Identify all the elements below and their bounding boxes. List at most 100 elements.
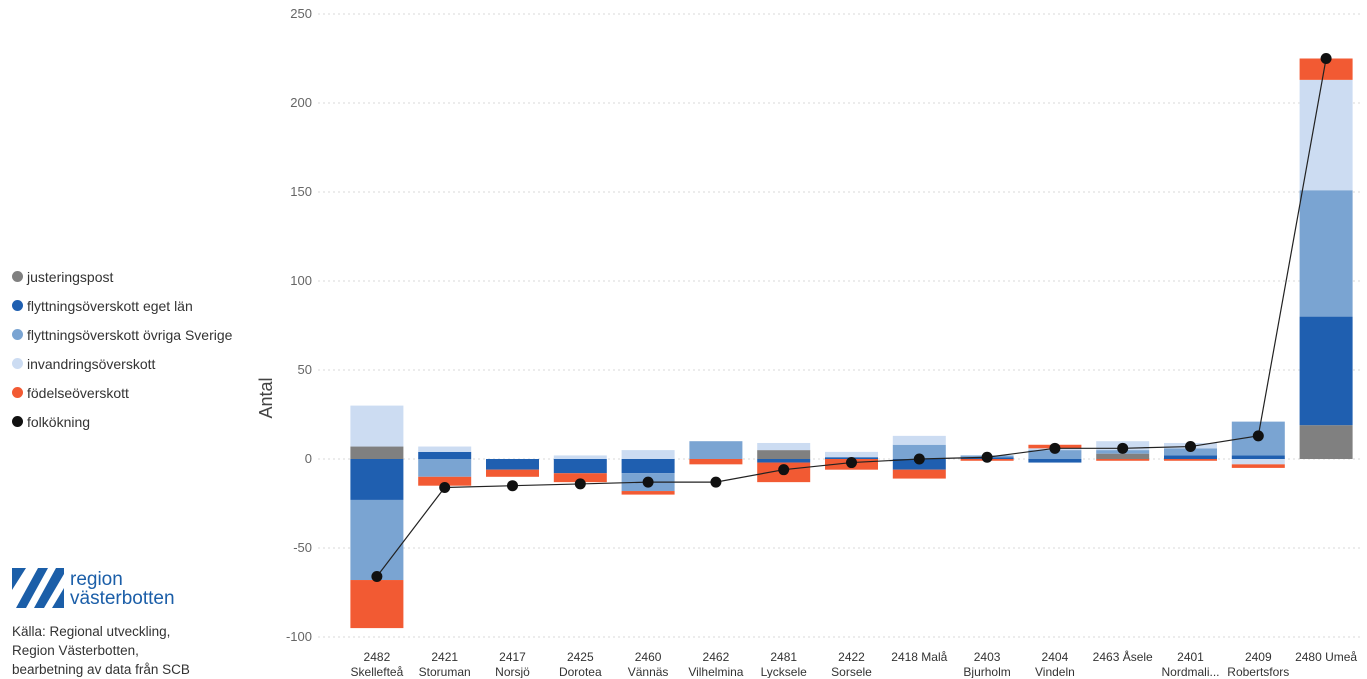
x-tick-label: 2409: [1245, 650, 1272, 664]
bar-segment: [418, 451, 472, 459]
bar-segment: [621, 491, 675, 495]
x-tick-label: 2481: [770, 650, 797, 664]
legend-item: födelseöverskott: [12, 378, 262, 407]
bar-segment: [350, 405, 404, 447]
x-tick-label: Skellefteå: [351, 665, 404, 678]
folkokning-point: [913, 453, 925, 465]
x-tick-label: Robertsfors: [1227, 665, 1289, 678]
folkokning-point: [439, 481, 451, 493]
legend-item: flyttningsöverskott övriga Sverige: [12, 320, 262, 349]
bar-segment: [892, 435, 946, 445]
legend-label: flyttningsöverskott eget län: [27, 297, 193, 314]
source-line: bearbetning av data från SCB: [12, 662, 190, 677]
y-tick-label: -100: [286, 629, 312, 644]
legend-item: invandringsöverskott: [12, 349, 262, 378]
folkokning-point: [710, 476, 722, 488]
x-tick-label: Lycksele: [761, 665, 808, 678]
bar-segment: [689, 441, 743, 459]
x-tick-label: Vilhelmina: [688, 665, 743, 678]
x-tick-label: 2463 Åsele: [1093, 649, 1153, 664]
folkokning-point: [778, 464, 790, 476]
x-tick-label: Norsjö: [495, 665, 530, 678]
folkokning-point: [846, 457, 857, 469]
bar-segment: [1231, 464, 1285, 468]
folkokning-point: [642, 476, 654, 488]
x-tick-label: 2480 Umeå: [1295, 650, 1357, 664]
bar-segment: [1299, 190, 1353, 317]
x-tick-label: Storuman: [419, 665, 471, 678]
legend-swatch: [12, 358, 23, 369]
bar-segment: [418, 459, 472, 477]
bar-segment: [1164, 455, 1217, 459]
bar-segment: [553, 473, 607, 483]
x-tick-label: 2404: [1042, 650, 1069, 664]
legend-swatch: [12, 416, 23, 427]
bar-segment: [757, 442, 811, 451]
folkokning-point: [574, 478, 586, 490]
bar-segment: [1028, 459, 1082, 463]
logo-text-line: västerbotten: [70, 588, 175, 609]
bar-segment: [350, 499, 404, 581]
y-tick-label: 50: [298, 362, 312, 377]
legend-item: justeringspost: [12, 262, 262, 291]
bar-segment: [1028, 450, 1082, 459]
x-tick-label: 2418 Malå: [891, 650, 947, 664]
bar-segment: [486, 469, 539, 477]
bar-segment: [1299, 425, 1353, 459]
legend-label: folkökning: [27, 413, 91, 430]
bar-segment: [757, 459, 811, 463]
x-tick-label: 2422: [838, 650, 865, 664]
legend-label: justeringspost: [27, 268, 114, 285]
x-tick-label: 2421: [431, 650, 458, 664]
y-tick-label: 0: [305, 451, 312, 466]
x-tick-label: Dorotea: [559, 665, 602, 678]
x-tick-label: 2401: [1177, 650, 1204, 664]
bar-segment: [689, 459, 743, 465]
x-tick-label: Vännäs: [628, 665, 669, 678]
region-vasterbotten-logo: region västerbotten: [12, 568, 212, 612]
y-axis-label: Antal: [256, 377, 276, 418]
folkokning-point: [1252, 430, 1264, 442]
bar-segment: [1096, 459, 1150, 461]
legend-label: invandringsöverskott: [27, 355, 156, 372]
x-tick-label: 2482: [364, 650, 391, 664]
y-tick-label: 250: [290, 6, 312, 21]
bar-segment: [1299, 316, 1353, 426]
bar-segment: [621, 450, 675, 459]
y-tick-label: 100: [290, 273, 312, 288]
x-tick-label: 2417: [499, 650, 526, 664]
logo-text-line: region: [70, 569, 123, 590]
legend-swatch: [12, 387, 23, 398]
y-tick-label: 150: [290, 184, 312, 199]
legend-swatch: [12, 329, 23, 340]
legend-label: flyttningsöverskott övriga Sverige: [27, 326, 233, 343]
x-tick-label: 2425: [567, 650, 594, 664]
folkokning-point: [1117, 442, 1129, 454]
folkokning-point: [1320, 53, 1332, 64]
y-tick-label: -50: [293, 540, 312, 555]
folkokning-point: [981, 451, 993, 463]
folkokning-point: [1185, 441, 1196, 453]
bar-segment: [1231, 455, 1285, 459]
bar-segment: [1096, 453, 1150, 459]
bar-segment: [418, 476, 472, 486]
source-line: Region Västerbotten,: [12, 643, 139, 658]
bar-segment: [1231, 459, 1285, 465]
bar-segment: [825, 451, 878, 458]
source-line: Källa: Regional utveckling,: [12, 624, 171, 639]
bar-segment: [350, 459, 404, 500]
legend-swatch: [12, 300, 23, 311]
folkokning-line: [376, 58, 1327, 577]
bar-segment: [1164, 459, 1217, 461]
bar-segment: [621, 459, 675, 474]
x-tick-label: Nordmali...: [1161, 665, 1219, 678]
source-note: Källa: Regional utveckling, Region Väste…: [12, 622, 252, 679]
bar-segment: [350, 580, 404, 629]
legend-item: flyttningsöverskott eget län: [12, 291, 262, 320]
bar-segment: [1299, 79, 1353, 191]
bar-segment: [892, 444, 946, 459]
x-tick-label: 2403: [974, 650, 1001, 664]
bar-segment: [757, 450, 811, 459]
bar-segment: [553, 459, 607, 474]
legend: justeringspost flyttningsöverskott eget l…: [12, 262, 262, 436]
